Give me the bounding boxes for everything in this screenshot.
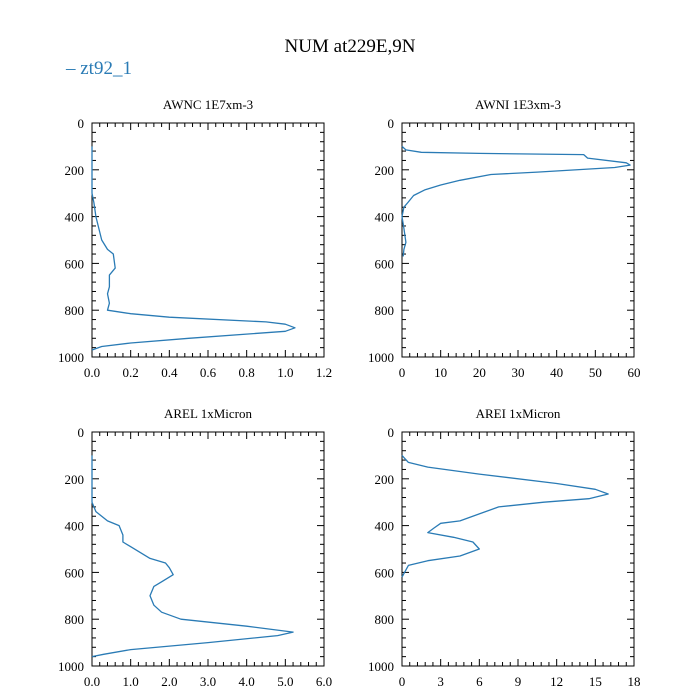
y-tick-label: 600 [65,565,85,580]
x-tick-label: 1.0 [277,365,293,380]
y-tick-label: 200 [65,163,85,178]
x-tick-label: 1.2 [316,365,332,380]
x-tick-label: 40 [550,365,563,380]
panel-title: AREL 1xMicron [164,406,252,421]
x-tick-label: 12 [550,674,563,689]
y-tick-label: 800 [375,303,395,318]
panel-1: AWNC 1E7xm-3 0.0 0.2 0.4 0.6 0.8 1.0 1.2 0 200 400… [58,97,332,380]
y-tick-label: 1000 [58,659,84,674]
x-tick-label: 15 [589,674,602,689]
y-tick-label: 0 [78,425,85,440]
figure-title: NUM at229E,9N [284,36,416,57]
x-tick-label: 6.0 [316,674,332,689]
y-tick-label: 600 [375,565,395,580]
x-tick-label: 0 [399,674,406,689]
y-tick-label: 1000 [368,659,394,674]
y-tick-label: 400 [375,519,395,534]
y-tick-label: 400 [65,519,85,534]
y-tick-label: 200 [375,472,395,487]
panel-2: AWNI 1E3xm-30 10 20 30 40 50 60020040060080010… [368,97,641,380]
x-tick-label: 0 [399,365,406,380]
legend: – zt92_1 [66,58,132,80]
y-tick-label: 400 [65,210,85,225]
y-tick-label: 200 [375,163,395,178]
legend-line-icon: – [66,58,76,79]
x-tick-label: 0.0 [84,365,100,380]
plot-frame [91,431,325,667]
y-tick-label: 800 [65,612,85,627]
series-line-1 [91,455,294,658]
y-tick-label: 0 [78,116,85,131]
x-tick-label: 0.0 [84,674,100,689]
x-tick-label: 1.0 [123,674,139,689]
y-tick-label: 0 [388,425,395,440]
x-tick-label: 50 [589,365,602,380]
series-line-1 [401,454,609,578]
panel-4: AREI 1xMicron 0 3 6 9 12 15 18 0 200 400 600 800 1000 [368,406,641,689]
plot-frame [401,431,635,667]
x-tick-label: 5.0 [277,674,293,689]
x-tick-label: 0.8 [239,365,255,380]
plot-frame [401,122,635,358]
plot-frame [91,122,325,358]
x-tick-label: 3 [437,674,444,689]
y-tick-label: 600 [375,256,395,271]
y-tick-label: 600 [65,256,85,271]
panel-title: AWNC 1E7xm-3 [163,97,253,112]
x-tick-label: 3.0 [200,674,216,689]
x-tick-label: 6 [476,674,483,689]
series-line-1 [401,145,631,257]
y-tick-label: 1000 [368,350,394,365]
x-tick-label: 10 [434,365,447,380]
y-tick-label: 800 [65,303,85,318]
x-tick-label: 0.6 [200,365,217,380]
x-tick-label: 30 [512,365,525,380]
x-tick-label: 20 [473,365,486,380]
x-tick-label: 0.2 [123,365,139,380]
panel-title: AWNI 1E3xm-3 [475,97,561,112]
x-tick-label: 18 [628,674,641,689]
y-tick-label: 200 [65,472,85,487]
x-tick-label: 9 [515,674,522,689]
y-tick-label: 800 [375,612,395,627]
x-tick-label: 0.4 [161,365,178,380]
x-tick-label: 2.0 [161,674,177,689]
x-tick-label: 60 [628,365,641,380]
panel-3: AREL 1xMicron 0.0 1.0 2.0 3.0 4.0 5.0 6.0 0 200 40… [58,406,332,689]
x-tick-label: 4.0 [239,674,255,689]
y-tick-label: 400 [375,210,395,225]
y-tick-label: 1000 [58,350,84,365]
panel-title: AREI 1xMicron [476,406,561,421]
series-line-1 [91,146,296,351]
legend-label: zt92_1 [80,58,132,79]
y-tick-label: 0 [388,116,395,131]
